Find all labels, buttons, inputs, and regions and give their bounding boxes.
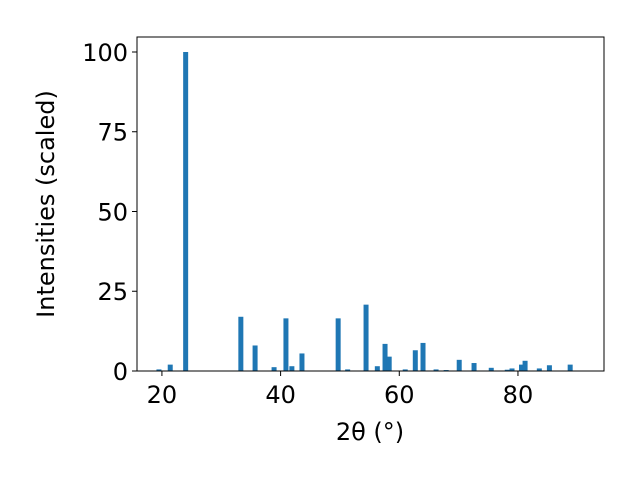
- bar: [382, 343, 388, 371]
- bar: [289, 366, 295, 371]
- bar: [567, 364, 573, 371]
- bar: [456, 359, 462, 371]
- bar: [167, 364, 173, 371]
- y-tick-label: 25: [97, 278, 128, 306]
- bar: [386, 356, 392, 371]
- bar: [488, 367, 494, 371]
- bar: [412, 350, 418, 371]
- bar: [156, 369, 162, 371]
- bar: [335, 318, 341, 371]
- bar: [420, 342, 426, 371]
- x-axis-label: 2θ (°): [336, 418, 404, 446]
- bar: [536, 368, 542, 371]
- bar: [471, 363, 477, 371]
- bar: [299, 353, 305, 371]
- bar: [283, 318, 289, 371]
- x-tick-label: 80: [503, 381, 534, 409]
- plot-frame: [136, 36, 605, 372]
- bar: [252, 345, 258, 371]
- x-tick-label: 40: [265, 381, 296, 409]
- x-tick-label: 20: [147, 381, 178, 409]
- bar: [345, 369, 351, 371]
- bar: [238, 316, 244, 371]
- y-axis-label: Intensities (scaled): [32, 90, 60, 318]
- x-tick-label: 60: [384, 381, 415, 409]
- bar: [519, 364, 525, 371]
- bar: [509, 368, 515, 371]
- bar: [374, 366, 380, 371]
- bar: [433, 369, 439, 371]
- bar: [522, 360, 528, 371]
- bar: [546, 365, 552, 371]
- bar: [183, 51, 189, 371]
- y-tick-label: 75: [97, 119, 128, 147]
- bar: [402, 369, 408, 371]
- bar: [363, 304, 369, 371]
- y-tick-label: 0: [113, 358, 128, 386]
- bar: [504, 369, 510, 371]
- y-tick-label: 100: [82, 39, 128, 67]
- bar: [271, 367, 277, 371]
- y-tick-label: 50: [97, 198, 128, 226]
